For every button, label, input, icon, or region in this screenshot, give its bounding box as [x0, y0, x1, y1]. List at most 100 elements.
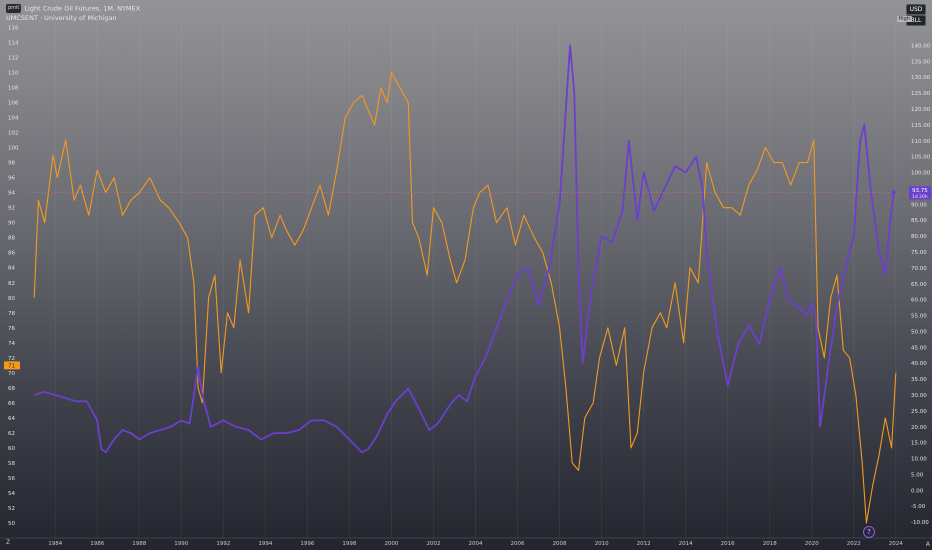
- left-tick-label: 98: [8, 161, 15, 167]
- right-tick-label: -10.00: [911, 520, 929, 526]
- left-tick-label: 56: [8, 476, 15, 482]
- gridlines: [54, 20, 897, 538]
- right-tick-label: 125.00: [911, 91, 931, 97]
- time-tick-label: 2020: [805, 541, 819, 547]
- left-tick-label: 72: [8, 356, 15, 362]
- left-tick-label: 66: [8, 401, 15, 407]
- left-tick-label: 94: [8, 191, 15, 197]
- right-tick-label: 5.00: [911, 472, 924, 478]
- legend-series-sentiment[interactable]: UMCSENT · University of Michigan: [6, 13, 117, 22]
- right-tick-label: 70.00: [911, 266, 927, 272]
- right-tick-label: 0.00: [911, 488, 924, 494]
- left-tick-label: 52: [8, 506, 15, 512]
- time-tick-label: 1994: [258, 541, 272, 547]
- left-tick-label: 62: [8, 431, 15, 437]
- left-tick-label: 108: [8, 86, 19, 92]
- last-price-dot: [891, 190, 896, 195]
- left-value-marker: [4, 361, 20, 370]
- time-tick-label: 1992: [216, 541, 230, 547]
- time-tick-label: 1990: [174, 541, 188, 547]
- time-tick-label: 2006: [511, 541, 525, 547]
- left-tick-label: 50: [8, 521, 15, 527]
- left-tick-label: 88: [8, 236, 15, 242]
- right-tick-label: 115.00: [911, 123, 931, 129]
- time-tick-label: 2000: [384, 541, 398, 547]
- symbol-badge[interactable]: pmit: [6, 4, 22, 13]
- right-tick-label: 35.00: [911, 377, 927, 383]
- left-tick-label: 68: [8, 386, 15, 392]
- left-tick-label: 64: [8, 416, 15, 422]
- right-tick-label: 135.00: [911, 59, 931, 65]
- left-tick-label: 82: [8, 281, 15, 287]
- high-label: High: [896, 16, 912, 22]
- right-tick-label: 30.00: [911, 393, 927, 399]
- right-tick-label: 120.00: [911, 107, 931, 113]
- right-tick-label: 40.00: [911, 361, 927, 367]
- left-price-axis[interactable]: 50 52 54 56 58 60 62 64 66 68 70 72 74 76 78 80 82 84 86 88…: [8, 26, 19, 527]
- right-tick-label: 85.00: [911, 218, 927, 224]
- time-tick-label: 2014: [679, 541, 693, 547]
- time-tick-label: 2022: [847, 541, 861, 547]
- currency-unit-button[interactable]: USD: [906, 4, 926, 15]
- left-tick-label: 104: [8, 116, 19, 122]
- right-tick-label: 105.00: [911, 155, 931, 161]
- left-value-marker-label: 71: [8, 363, 15, 369]
- time-tick-label: 1996: [300, 541, 314, 547]
- time-tick-label: 1986: [90, 541, 104, 547]
- left-tick-label: 78: [8, 311, 15, 317]
- right-tick-label: 80.00: [911, 234, 927, 240]
- right-tick-label: 55.00: [911, 314, 927, 320]
- right-tick-label: 140.00: [911, 43, 931, 49]
- right-tick-label: 110.00: [911, 139, 931, 145]
- right-tick-label: 20.00: [911, 425, 927, 431]
- right-tick-label: 75.00: [911, 250, 927, 256]
- left-tick-label: 90: [8, 221, 15, 227]
- time-tick-label: 2010: [595, 541, 609, 547]
- left-tick-label: 102: [8, 131, 19, 137]
- time-tick-label: 2018: [763, 541, 777, 547]
- time-tick-label: 1988: [132, 541, 146, 547]
- right-tick-label: 10.00: [911, 457, 927, 463]
- right-tick-label: 65.00: [911, 282, 927, 288]
- right-tick-label: 60.00: [911, 298, 927, 304]
- left-tick-label: 100: [8, 146, 19, 152]
- time-tick-label: 1998: [342, 541, 356, 547]
- corner-label: Z: [6, 539, 11, 546]
- oil-price-line[interactable]: [33, 44, 895, 454]
- left-tick-label: 80: [8, 296, 15, 302]
- left-tick-label: 54: [8, 491, 15, 497]
- left-tick-label: 60: [8, 446, 15, 452]
- left-tick-label: 76: [8, 326, 15, 332]
- right-tick-label: 45.00: [911, 345, 927, 351]
- left-tick-label: 116: [8, 26, 19, 32]
- right-tick-label: 100.00: [911, 171, 931, 177]
- time-axis[interactable]: 1984 1986 1988 1990 1992 1994 1996 1998 2000 2002…: [0, 537, 932, 547]
- left-tick-label: 114: [8, 41, 19, 47]
- right-tick-label: 90.00: [911, 202, 927, 208]
- left-tick-label: 106: [8, 101, 19, 107]
- series-layer: [33, 44, 897, 524]
- right-price-marker-value: 93.75: [912, 188, 928, 194]
- time-tick-label: 2024: [889, 541, 903, 547]
- time-tick-label: 2002: [426, 541, 440, 547]
- time-tick-label: 2008: [553, 541, 567, 547]
- left-tick-label: 86: [8, 251, 15, 257]
- left-tick-label: 74: [8, 341, 15, 347]
- right-price-marker-countdown: 1d 20h: [912, 194, 928, 200]
- legend-series-oil[interactable]: Light Crude Oil Futures, 1M, NYMEX: [24, 4, 141, 13]
- time-tick-label: 2004: [469, 541, 483, 547]
- left-tick-label: 58: [8, 461, 15, 467]
- right-tick-label: 25.00: [911, 409, 927, 415]
- right-price-axis[interactable]: -10.00 -5.00 0.00 5.00 10.00 15.00 20.00 25.00 3…: [911, 43, 931, 526]
- chart-legend: pmit Light Crude Oil Futures, 1M, NYMEX U…: [6, 4, 140, 23]
- left-tick-label: 96: [8, 176, 15, 182]
- time-tick-label: 2012: [637, 541, 651, 547]
- right-tick-label: 130.00: [911, 75, 931, 81]
- right-price-marker: [909, 186, 931, 200]
- auto-scale-button[interactable]: A: [925, 541, 930, 548]
- right-tick-label: 50.00: [911, 329, 927, 335]
- help-icon[interactable]: ?: [863, 526, 875, 538]
- sentiment-line[interactable]: [33, 72, 897, 524]
